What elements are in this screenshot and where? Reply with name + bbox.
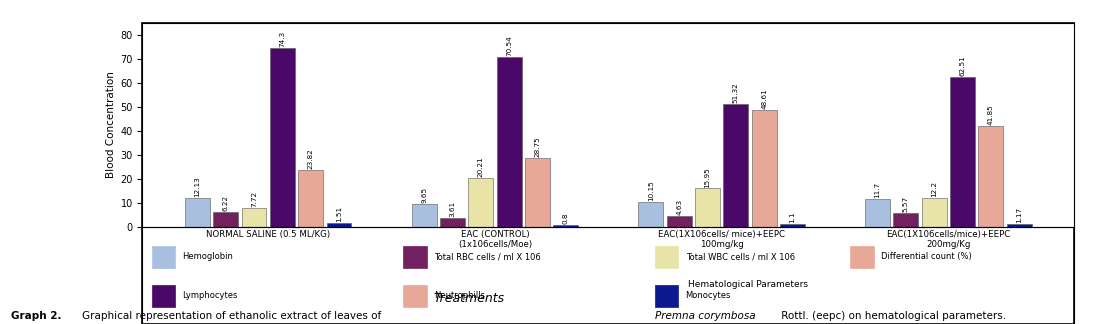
Text: 12.2: 12.2 xyxy=(932,180,937,197)
Bar xyxy=(655,246,678,268)
Bar xyxy=(403,246,426,268)
Bar xyxy=(865,199,890,227)
Text: 9.65: 9.65 xyxy=(421,187,427,203)
Bar xyxy=(723,104,749,227)
Text: 51.32: 51.32 xyxy=(733,82,739,103)
Bar xyxy=(241,208,266,227)
Text: 15.95: 15.95 xyxy=(705,167,710,188)
Bar xyxy=(496,57,522,227)
Text: Hematological Parameters: Hematological Parameters xyxy=(688,280,808,289)
Text: 5.57: 5.57 xyxy=(903,196,909,213)
Bar xyxy=(525,158,550,227)
Text: 48.61: 48.61 xyxy=(761,88,767,109)
Text: 41.85: 41.85 xyxy=(987,105,994,125)
Bar xyxy=(1007,224,1031,227)
Bar xyxy=(893,214,918,227)
Bar xyxy=(850,246,874,268)
Text: Neutrophills: Neutrophills xyxy=(434,291,486,300)
Bar xyxy=(638,202,663,227)
Text: 7.72: 7.72 xyxy=(251,191,256,207)
Text: 6.22: 6.22 xyxy=(222,195,229,211)
Bar xyxy=(185,198,209,227)
Text: Treatments: Treatments xyxy=(433,292,504,305)
Text: 28.75: 28.75 xyxy=(535,136,540,157)
Bar xyxy=(655,285,678,307)
Bar xyxy=(151,285,175,307)
Text: Graphical representation of ethanolic extract of leaves of: Graphical representation of ethanolic ex… xyxy=(82,311,385,321)
Text: Total WBC cells / ml X 106: Total WBC cells / ml X 106 xyxy=(686,252,795,261)
Text: 1.17: 1.17 xyxy=(1016,207,1023,223)
Bar xyxy=(270,48,295,227)
Bar xyxy=(780,224,804,227)
Text: Graph 2.: Graph 2. xyxy=(11,311,61,321)
Bar xyxy=(327,223,352,227)
Text: 23.82: 23.82 xyxy=(308,148,313,168)
Bar xyxy=(403,285,426,307)
Bar xyxy=(553,225,579,227)
Text: Premna corymbosa: Premna corymbosa xyxy=(655,311,756,321)
Text: 20.21: 20.21 xyxy=(478,156,483,177)
Text: 74.3: 74.3 xyxy=(279,31,285,47)
Text: 70.54: 70.54 xyxy=(506,36,512,56)
Text: 10.15: 10.15 xyxy=(648,181,654,202)
Text: Differential count (%): Differential count (%) xyxy=(881,252,972,261)
Text: 62.51: 62.51 xyxy=(960,55,966,76)
Bar xyxy=(695,189,720,227)
Text: 0.8: 0.8 xyxy=(562,213,569,224)
Bar xyxy=(666,216,692,227)
Text: Lymphocytes: Lymphocytes xyxy=(183,291,238,300)
Text: 3.61: 3.61 xyxy=(449,201,456,217)
Bar xyxy=(213,212,238,227)
Text: Monocytes: Monocytes xyxy=(686,291,731,300)
Text: Hemoglobin: Hemoglobin xyxy=(183,252,233,261)
Bar xyxy=(439,218,465,227)
Text: 1.51: 1.51 xyxy=(336,206,342,222)
Bar xyxy=(151,246,175,268)
Bar xyxy=(979,126,1004,227)
Bar xyxy=(298,169,323,227)
Text: 1.1: 1.1 xyxy=(789,212,796,223)
Text: 11.7: 11.7 xyxy=(875,182,880,198)
Bar xyxy=(412,203,436,227)
Bar xyxy=(752,110,777,227)
Y-axis label: Blood Concentration: Blood Concentration xyxy=(106,71,116,178)
Text: 12.13: 12.13 xyxy=(194,176,201,197)
Bar xyxy=(950,77,975,227)
Text: Rottl. (eepc) on hematological parameters.: Rottl. (eepc) on hematological parameter… xyxy=(778,311,1006,321)
Text: Total RBC cells / ml X 106: Total RBC cells / ml X 106 xyxy=(434,252,540,261)
Text: 4.63: 4.63 xyxy=(676,199,682,215)
Bar xyxy=(922,198,947,227)
Bar xyxy=(468,178,493,227)
